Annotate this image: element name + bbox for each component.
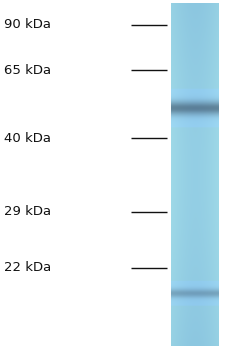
Text: 90 kDa: 90 kDa (4, 18, 52, 31)
Text: 22 kDa: 22 kDa (4, 261, 52, 274)
Text: 40 kDa: 40 kDa (4, 132, 52, 145)
Text: 65 kDa: 65 kDa (4, 63, 52, 77)
Text: 29 kDa: 29 kDa (4, 205, 52, 218)
